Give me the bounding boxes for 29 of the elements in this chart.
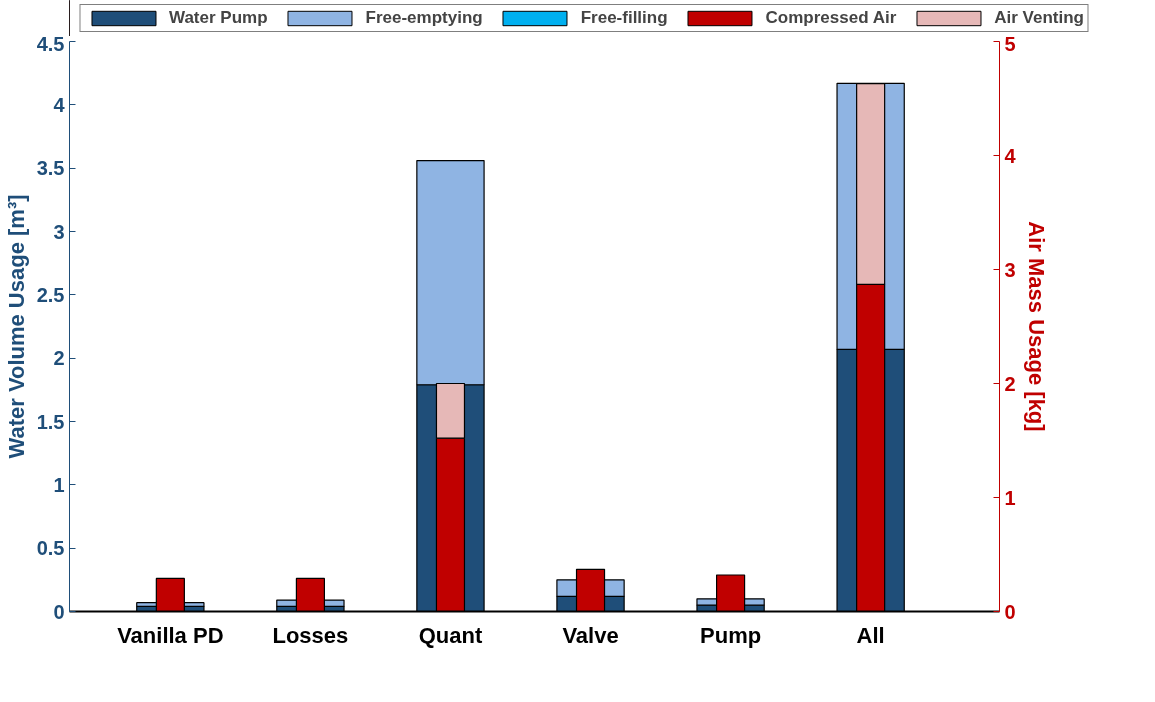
legend-label: Compressed Air bbox=[765, 8, 897, 28]
y-tick-label: 2 bbox=[53, 347, 65, 370]
y-tick-label: 4 bbox=[53, 93, 66, 116]
x-tick-label: Vanilla PD bbox=[117, 622, 224, 648]
legend-label: Free-filling bbox=[580, 8, 668, 28]
legend-label: Air Venting bbox=[994, 8, 1085, 28]
y2-tick-label: 2 bbox=[1004, 372, 1016, 395]
legend-label: Water Pump bbox=[168, 8, 268, 28]
y2-tick-label: 5 bbox=[1004, 32, 1016, 55]
y2-tick-label: 4 bbox=[1004, 144, 1017, 167]
x-tick-label: Quant bbox=[418, 622, 483, 648]
x-tick-label: Valve bbox=[562, 622, 619, 648]
y-tick-label: 1.5 bbox=[36, 410, 65, 433]
legend-label: Free-emptying bbox=[365, 8, 483, 28]
y-tick-label: 1 bbox=[53, 473, 65, 496]
y2-tick-label: 3 bbox=[1004, 258, 1016, 281]
x-tick-label: All bbox=[856, 622, 885, 648]
y-tick-label: 3 bbox=[53, 220, 65, 243]
y2-tick-label: 0 bbox=[1004, 600, 1016, 623]
x-tick-label: Pump bbox=[700, 622, 762, 648]
x-tick-label: Losses bbox=[272, 622, 349, 648]
y-axis-title: Water Volume Usage [m³] bbox=[3, 194, 29, 459]
y-tick-label: 2.5 bbox=[36, 283, 65, 306]
y2-axis-title: Air Mass Usage [kg] bbox=[1023, 221, 1049, 432]
y-tick-label: 0 bbox=[53, 600, 65, 623]
y2-tick-label: 1 bbox=[1004, 486, 1016, 509]
y-tick-label: 4.5 bbox=[36, 32, 65, 55]
y-tick-label: 0.5 bbox=[36, 537, 65, 560]
y-tick-label: 3.5 bbox=[36, 157, 65, 180]
